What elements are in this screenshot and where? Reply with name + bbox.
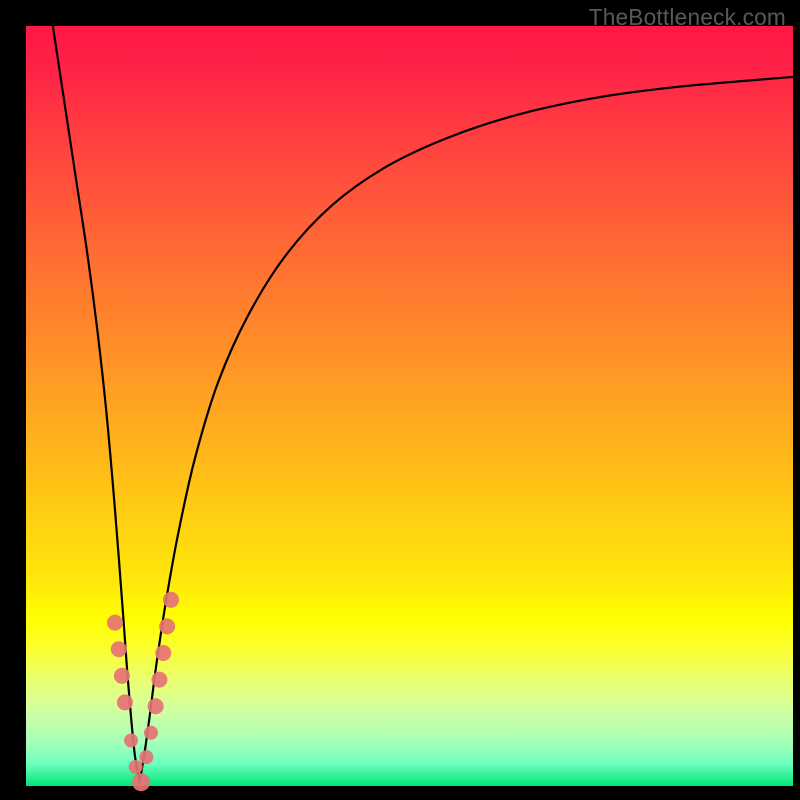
marker-point	[129, 760, 143, 774]
marker-point	[163, 592, 179, 608]
chart-container: TheBottleneck.com	[0, 0, 800, 800]
plot-area	[26, 26, 793, 786]
marker-point	[132, 773, 150, 791]
watermark-text: TheBottleneck.com	[589, 4, 786, 31]
marker-point	[139, 750, 153, 764]
bottleneck-chart	[0, 0, 800, 800]
marker-point	[155, 645, 171, 661]
marker-point	[111, 641, 127, 657]
marker-point	[151, 672, 167, 688]
marker-point	[148, 698, 164, 714]
marker-point	[114, 668, 130, 684]
marker-point	[107, 615, 123, 631]
marker-point	[144, 726, 158, 740]
marker-point	[117, 694, 133, 710]
marker-point	[124, 733, 138, 747]
marker-point	[159, 618, 175, 634]
